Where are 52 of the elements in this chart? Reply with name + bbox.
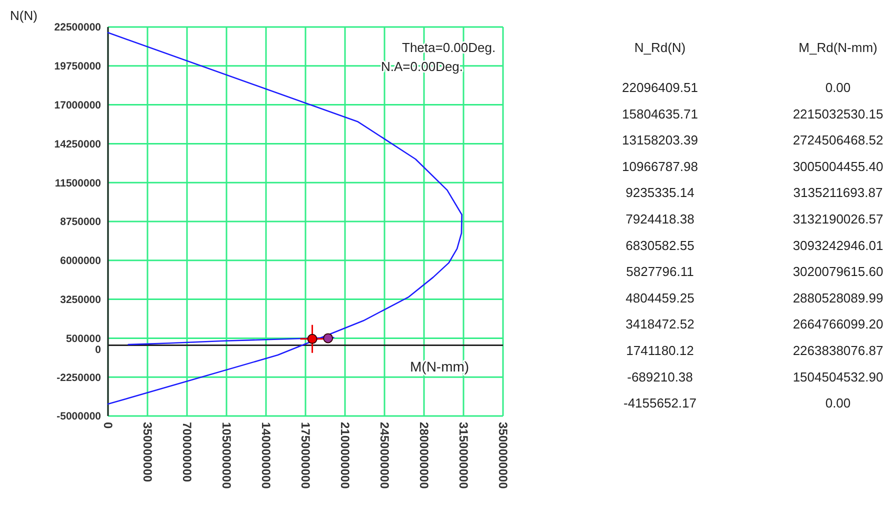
text: 22096409.51 [622, 80, 698, 95]
text: 1504504532.90 [792, 369, 884, 384]
y-tick-label: 11500000 [54, 177, 102, 190]
text: 3020079615.60 [792, 264, 884, 280]
x-tick-label: 1050000000 [219, 422, 234, 490]
x-tick-label: 0 [100, 422, 115, 429]
x-tick-label: 3150000000 [456, 422, 470, 490]
text: 2880528089.99 [792, 290, 884, 306]
text: 2263838076.87 [792, 343, 884, 358]
text: 2215032530.15 [792, 106, 884, 122]
text: 3005004455.40 [792, 158, 884, 174]
text: 1741180.12 [626, 343, 694, 358]
y-tick-label: -2250000 [56, 372, 102, 384]
text: N_Rd(N) [634, 40, 686, 55]
y-tick-label: 19750000 [54, 60, 102, 73]
text: -4155652.17 [623, 396, 697, 411]
text: 6830582.55 [626, 238, 694, 253]
y-axis-title: N(N) [10, 8, 38, 23]
x-tick-label: 2100000000 [338, 422, 352, 490]
text: -689210.38 [627, 369, 693, 384]
x-tick-label: 3500000000 [496, 422, 510, 490]
y-tick-label: 22500000 [54, 22, 102, 34]
text: M_Rd(N-mm) [798, 40, 878, 55]
text: 3135211693.87 [793, 185, 883, 200]
text: 4804459.25 [626, 290, 694, 306]
text: 3132190026.57 [792, 212, 884, 226]
text: 7924418.38 [626, 212, 694, 226]
text: 2664766099.20 [792, 316, 884, 332]
text: 5827796.11 [626, 264, 694, 280]
text: 2724506468.52 [792, 132, 884, 148]
text: 3418472.52 [626, 316, 694, 332]
text: 0.00 [825, 80, 851, 95]
text: 0.00 [825, 396, 851, 411]
x-tick-label: 1750000000 [298, 422, 312, 490]
text: 15804635.71 [622, 106, 698, 122]
text: 13158203.39 [622, 132, 698, 148]
x-tick-label: 2450000000 [377, 422, 392, 490]
x-tick-label: 350000000 [140, 422, 154, 482]
y-tick-label: 17000000 [54, 99, 102, 112]
y-tick-label: 0 [95, 344, 102, 356]
y-tick-label: 500000 [66, 332, 102, 345]
text: 10966787.98 [622, 158, 698, 174]
x-tick-label: 700000000 [180, 422, 194, 482]
text: 9235335.14 [626, 185, 694, 200]
y-tick-label: -5000000 [56, 410, 102, 423]
y-tick-label: 6000000 [60, 255, 102, 268]
y-tick-label: 8750000 [60, 216, 102, 228]
y-tick-label: 14250000 [54, 138, 102, 150]
x-tick-label: 2800000000 [416, 422, 431, 490]
y-tick-label: 3250000 [60, 294, 102, 306]
x-tick-label: 1400000000 [258, 422, 273, 490]
text: 3093242946.01 [792, 238, 884, 253]
